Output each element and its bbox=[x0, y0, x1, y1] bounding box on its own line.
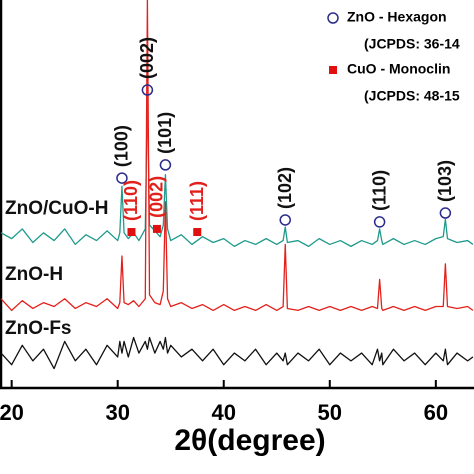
legend-marker bbox=[329, 66, 337, 74]
legend-label: CuO - Monoclin bbox=[347, 61, 450, 77]
legend-marker bbox=[327, 12, 339, 24]
series-label: ZnO-Fs bbox=[5, 318, 72, 339]
peak-label: (110) bbox=[369, 170, 389, 211]
peak-marker bbox=[152, 224, 161, 233]
peak-marker bbox=[159, 159, 172, 171]
x-tick-label: 20 bbox=[0, 400, 24, 425]
peak-label: (102) bbox=[275, 167, 295, 209]
peak-marker bbox=[127, 228, 136, 237]
legend-label: ZnO - Hexagon bbox=[347, 9, 447, 25]
peak-label: (111) bbox=[187, 181, 207, 221]
peak-marker bbox=[116, 172, 128, 184]
x-tick-label: 30 bbox=[105, 400, 129, 425]
x-tick-label: 60 bbox=[424, 400, 448, 425]
peak-label: (002) bbox=[137, 37, 157, 79]
series-label: ZnO-H bbox=[5, 264, 63, 285]
legend-note: (JCPDS: 48-15 bbox=[364, 88, 460, 104]
peak-marker bbox=[193, 228, 202, 237]
peak-label: (002) bbox=[147, 176, 167, 218]
peak-marker bbox=[439, 207, 452, 219]
series-line bbox=[0, 336, 474, 370]
peak-label: (103) bbox=[435, 160, 455, 202]
peak-label: (101) bbox=[155, 112, 175, 154]
series-label: ZnO/CuO-H bbox=[5, 198, 108, 219]
series-line bbox=[0, 0, 474, 312]
peak-label: (110) bbox=[121, 180, 141, 221]
x-tick-label: 40 bbox=[212, 400, 236, 425]
x-axis-title: 2θ(degree) bbox=[174, 424, 325, 457]
peak-label: (100) bbox=[112, 125, 132, 167]
peak-marker bbox=[279, 214, 291, 226]
peak-marker bbox=[373, 216, 386, 228]
peak-marker bbox=[141, 84, 154, 96]
x-tick-label: 50 bbox=[318, 400, 342, 425]
series-line bbox=[0, 96, 474, 248]
legend-note: (JCPDS: 36-14 bbox=[364, 36, 460, 52]
